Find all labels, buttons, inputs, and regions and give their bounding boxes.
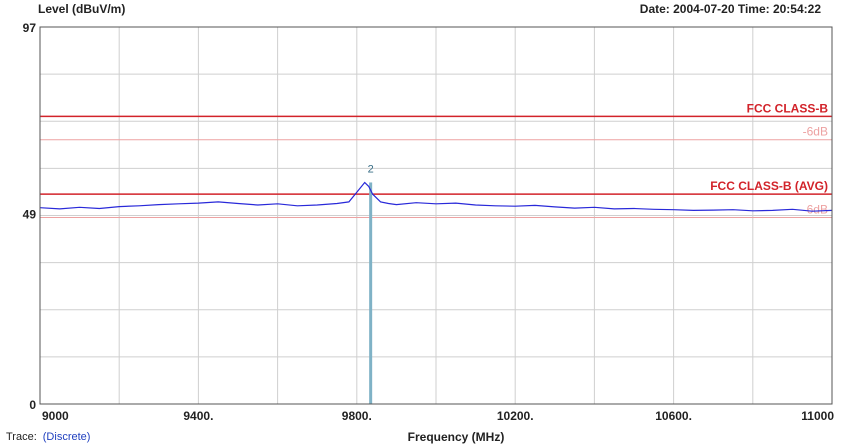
x-tick-label: 9000 [42, 409, 69, 423]
x-tick-label: 11000 [801, 409, 834, 423]
trace-line [39, 181, 833, 212]
x-tick-label: 10200. [497, 409, 534, 423]
x-tick-label: 9800. [342, 409, 372, 423]
y-tick-label: 97 [23, 21, 37, 35]
margin-line-label: -6dB [803, 202, 828, 216]
marker-line [369, 182, 373, 404]
date-time-readout: Date: 2004-07-20 Time: 20:54:22 [639, 2, 821, 16]
limit-line-label: FCC CLASS-B (AVG) [710, 179, 828, 193]
y-tick-label: 0 [29, 398, 36, 412]
x-axis-label: Frequency (MHz) [408, 430, 505, 444]
marker-label: 2 [368, 163, 374, 175]
y-tick-label: 49 [23, 208, 37, 222]
x-tick-label: 10600. [655, 409, 692, 423]
margin-line-label: -6dB [803, 125, 828, 139]
limit-line-label: FCC CLASS-B [747, 101, 829, 115]
trace-legend: Trace: (Discrete) [6, 431, 90, 443]
x-tick-label: 9400. [183, 409, 213, 423]
y-axis-label: Level (dBuV/m) [38, 2, 126, 16]
trace-label: Trace: [6, 431, 37, 443]
plot-border [39, 26, 833, 405]
trace-value: (Discrete) [42, 431, 91, 443]
